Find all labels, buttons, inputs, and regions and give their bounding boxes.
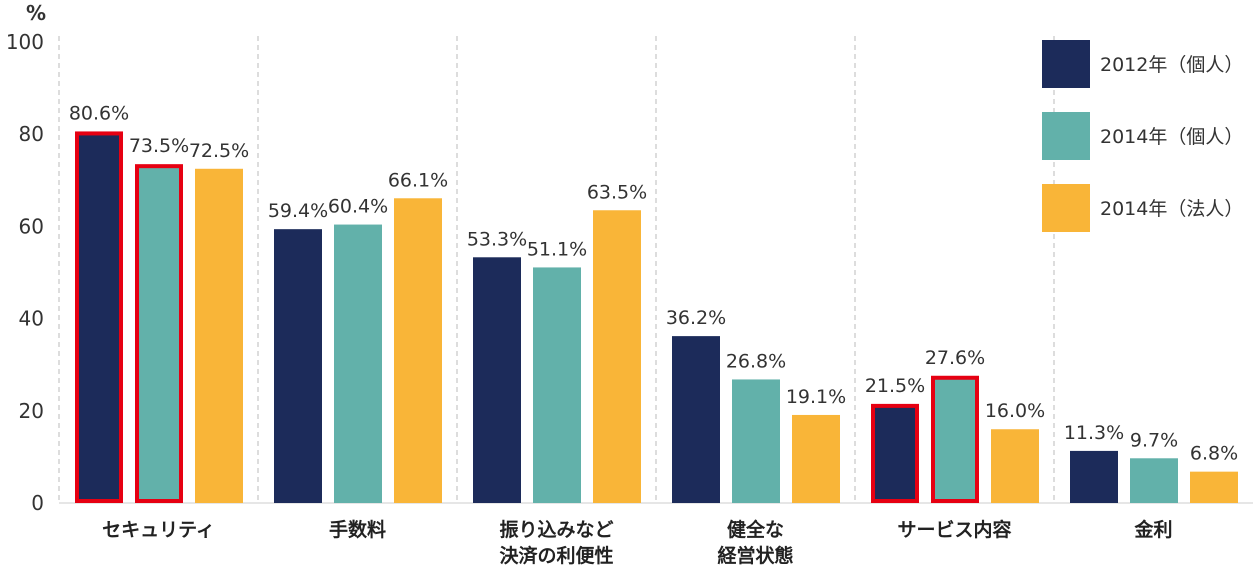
bar-value-label: 27.6% bbox=[925, 347, 985, 369]
category-label: 振り込みなど bbox=[499, 518, 613, 541]
bar-value-label: 6.8% bbox=[1190, 443, 1238, 465]
category-label: 経営状態 bbox=[717, 544, 793, 567]
bar bbox=[1130, 458, 1178, 503]
legend-label: 2012年（個人） bbox=[1100, 54, 1243, 76]
bars bbox=[75, 131, 1238, 504]
bar-value-label: 36.2% bbox=[666, 307, 726, 329]
bar-value-label: 72.5% bbox=[189, 140, 249, 162]
y-tick-label: 60 bbox=[19, 214, 44, 238]
bar bbox=[394, 198, 442, 504]
y-tick-label: 100 bbox=[6, 30, 44, 54]
y-axis: % 0 20 40 60 80 100 bbox=[6, 1, 1253, 515]
bar-value-label: 51.1% bbox=[527, 238, 587, 260]
bar-value-label: 80.6% bbox=[69, 102, 129, 124]
bar-value-label: 66.1% bbox=[388, 169, 448, 191]
bar-value-label: 73.5% bbox=[129, 135, 189, 157]
bar bbox=[533, 267, 581, 503]
y-tick-label: 40 bbox=[19, 307, 44, 331]
category-label: セキュリティ bbox=[102, 519, 215, 541]
data-labels: 80.6%73.5% 72.5% 59.4% 60.4%66.1% 53.3% 51.1%… bbox=[69, 102, 1238, 464]
legend: 2012年（個人） 2014年（個人） 2014年（法人） bbox=[1042, 40, 1243, 232]
highlighted-bar bbox=[75, 131, 123, 504]
bar-value-label: 16.0% bbox=[985, 400, 1045, 422]
highlighted-bar bbox=[135, 164, 183, 503]
bar-value-label: 53.3% bbox=[467, 228, 527, 250]
bar-value-label: 9.7% bbox=[1130, 429, 1178, 451]
y-tick-label: 80 bbox=[19, 122, 44, 146]
bar-value-label: 60.4% bbox=[328, 196, 388, 218]
legend-label: 2014年（法人） bbox=[1100, 198, 1243, 220]
highlighted-bar bbox=[871, 403, 919, 504]
y-tick-label: 20 bbox=[19, 399, 44, 423]
legend-label: 2014年（個人） bbox=[1100, 126, 1243, 148]
bar-value-label: 21.5% bbox=[865, 375, 925, 397]
category-label: 金利 bbox=[1133, 518, 1172, 541]
bar-value-label: 63.5% bbox=[587, 181, 647, 203]
bar bbox=[274, 229, 322, 503]
bar bbox=[672, 336, 720, 503]
category-label: 健全な bbox=[727, 518, 784, 541]
bar-value-label: 19.1% bbox=[786, 386, 846, 408]
category-label: サービス内容 bbox=[897, 518, 1011, 541]
bar-value-label: 26.8% bbox=[726, 350, 786, 372]
bar-value-label: 59.4% bbox=[268, 200, 328, 222]
bar bbox=[1190, 471, 1238, 503]
y-unit-label: % bbox=[26, 1, 46, 25]
legend-swatch bbox=[1042, 40, 1090, 88]
legend-swatch bbox=[1042, 112, 1090, 160]
bar bbox=[732, 379, 780, 503]
legend-swatch bbox=[1042, 184, 1090, 232]
bar bbox=[792, 414, 840, 503]
bar bbox=[473, 257, 521, 503]
bar bbox=[1070, 450, 1118, 503]
category-label: 決済の利便性 bbox=[499, 544, 613, 567]
category-label: 手数料 bbox=[329, 518, 386, 541]
highlighted-bar bbox=[931, 375, 979, 504]
bar bbox=[991, 429, 1039, 503]
bar bbox=[334, 224, 382, 503]
y-tick-label: 0 bbox=[31, 491, 44, 515]
category-separators bbox=[58, 36, 1055, 503]
bar bbox=[195, 168, 243, 503]
bar bbox=[593, 210, 641, 503]
bar-value-label: 11.3% bbox=[1064, 422, 1124, 444]
